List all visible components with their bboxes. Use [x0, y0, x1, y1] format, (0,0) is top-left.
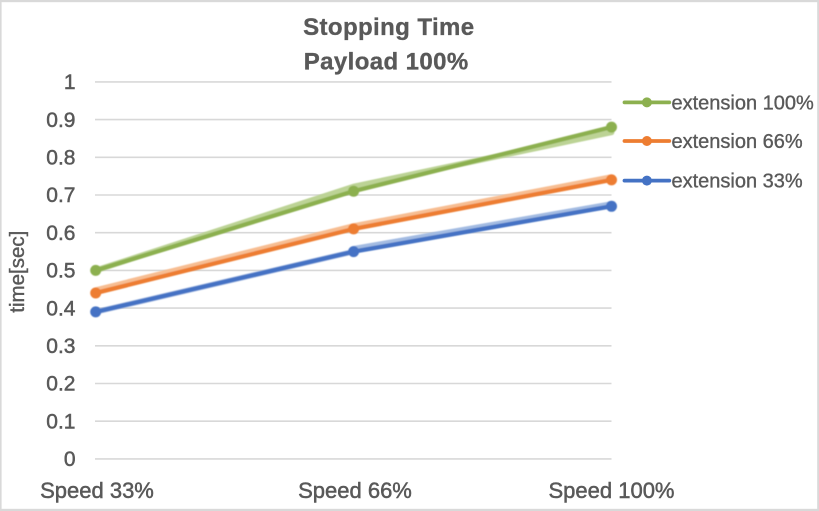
svg-text:0.1: 0.1 — [46, 410, 75, 433]
svg-text:Speed 33%: Speed 33% — [40, 478, 154, 503]
svg-text:0.8: 0.8 — [46, 147, 75, 170]
svg-text:0.5: 0.5 — [46, 260, 75, 283]
svg-text:0.4: 0.4 — [46, 297, 76, 320]
svg-text:extension 33%: extension 33% — [672, 171, 803, 193]
svg-text:0.6: 0.6 — [46, 222, 75, 245]
svg-text:0.7: 0.7 — [46, 184, 75, 207]
svg-text:Stopping Time: Stopping Time — [303, 14, 474, 41]
svg-text:extension 66%: extension 66% — [672, 131, 803, 153]
svg-text:time[sec]: time[sec] — [6, 231, 29, 313]
svg-text:0.3: 0.3 — [46, 335, 75, 358]
svg-text:extension 100%: extension 100% — [672, 92, 815, 114]
svg-text:0: 0 — [64, 448, 76, 471]
svg-text:1: 1 — [64, 71, 76, 94]
svg-text:0.2: 0.2 — [46, 373, 75, 396]
svg-text:Speed 100%: Speed 100% — [549, 478, 675, 503]
svg-text:Speed 66%: Speed 66% — [298, 478, 412, 503]
svg-text:0.9: 0.9 — [46, 109, 75, 132]
svg-text:Payload 100%: Payload 100% — [304, 48, 469, 75]
